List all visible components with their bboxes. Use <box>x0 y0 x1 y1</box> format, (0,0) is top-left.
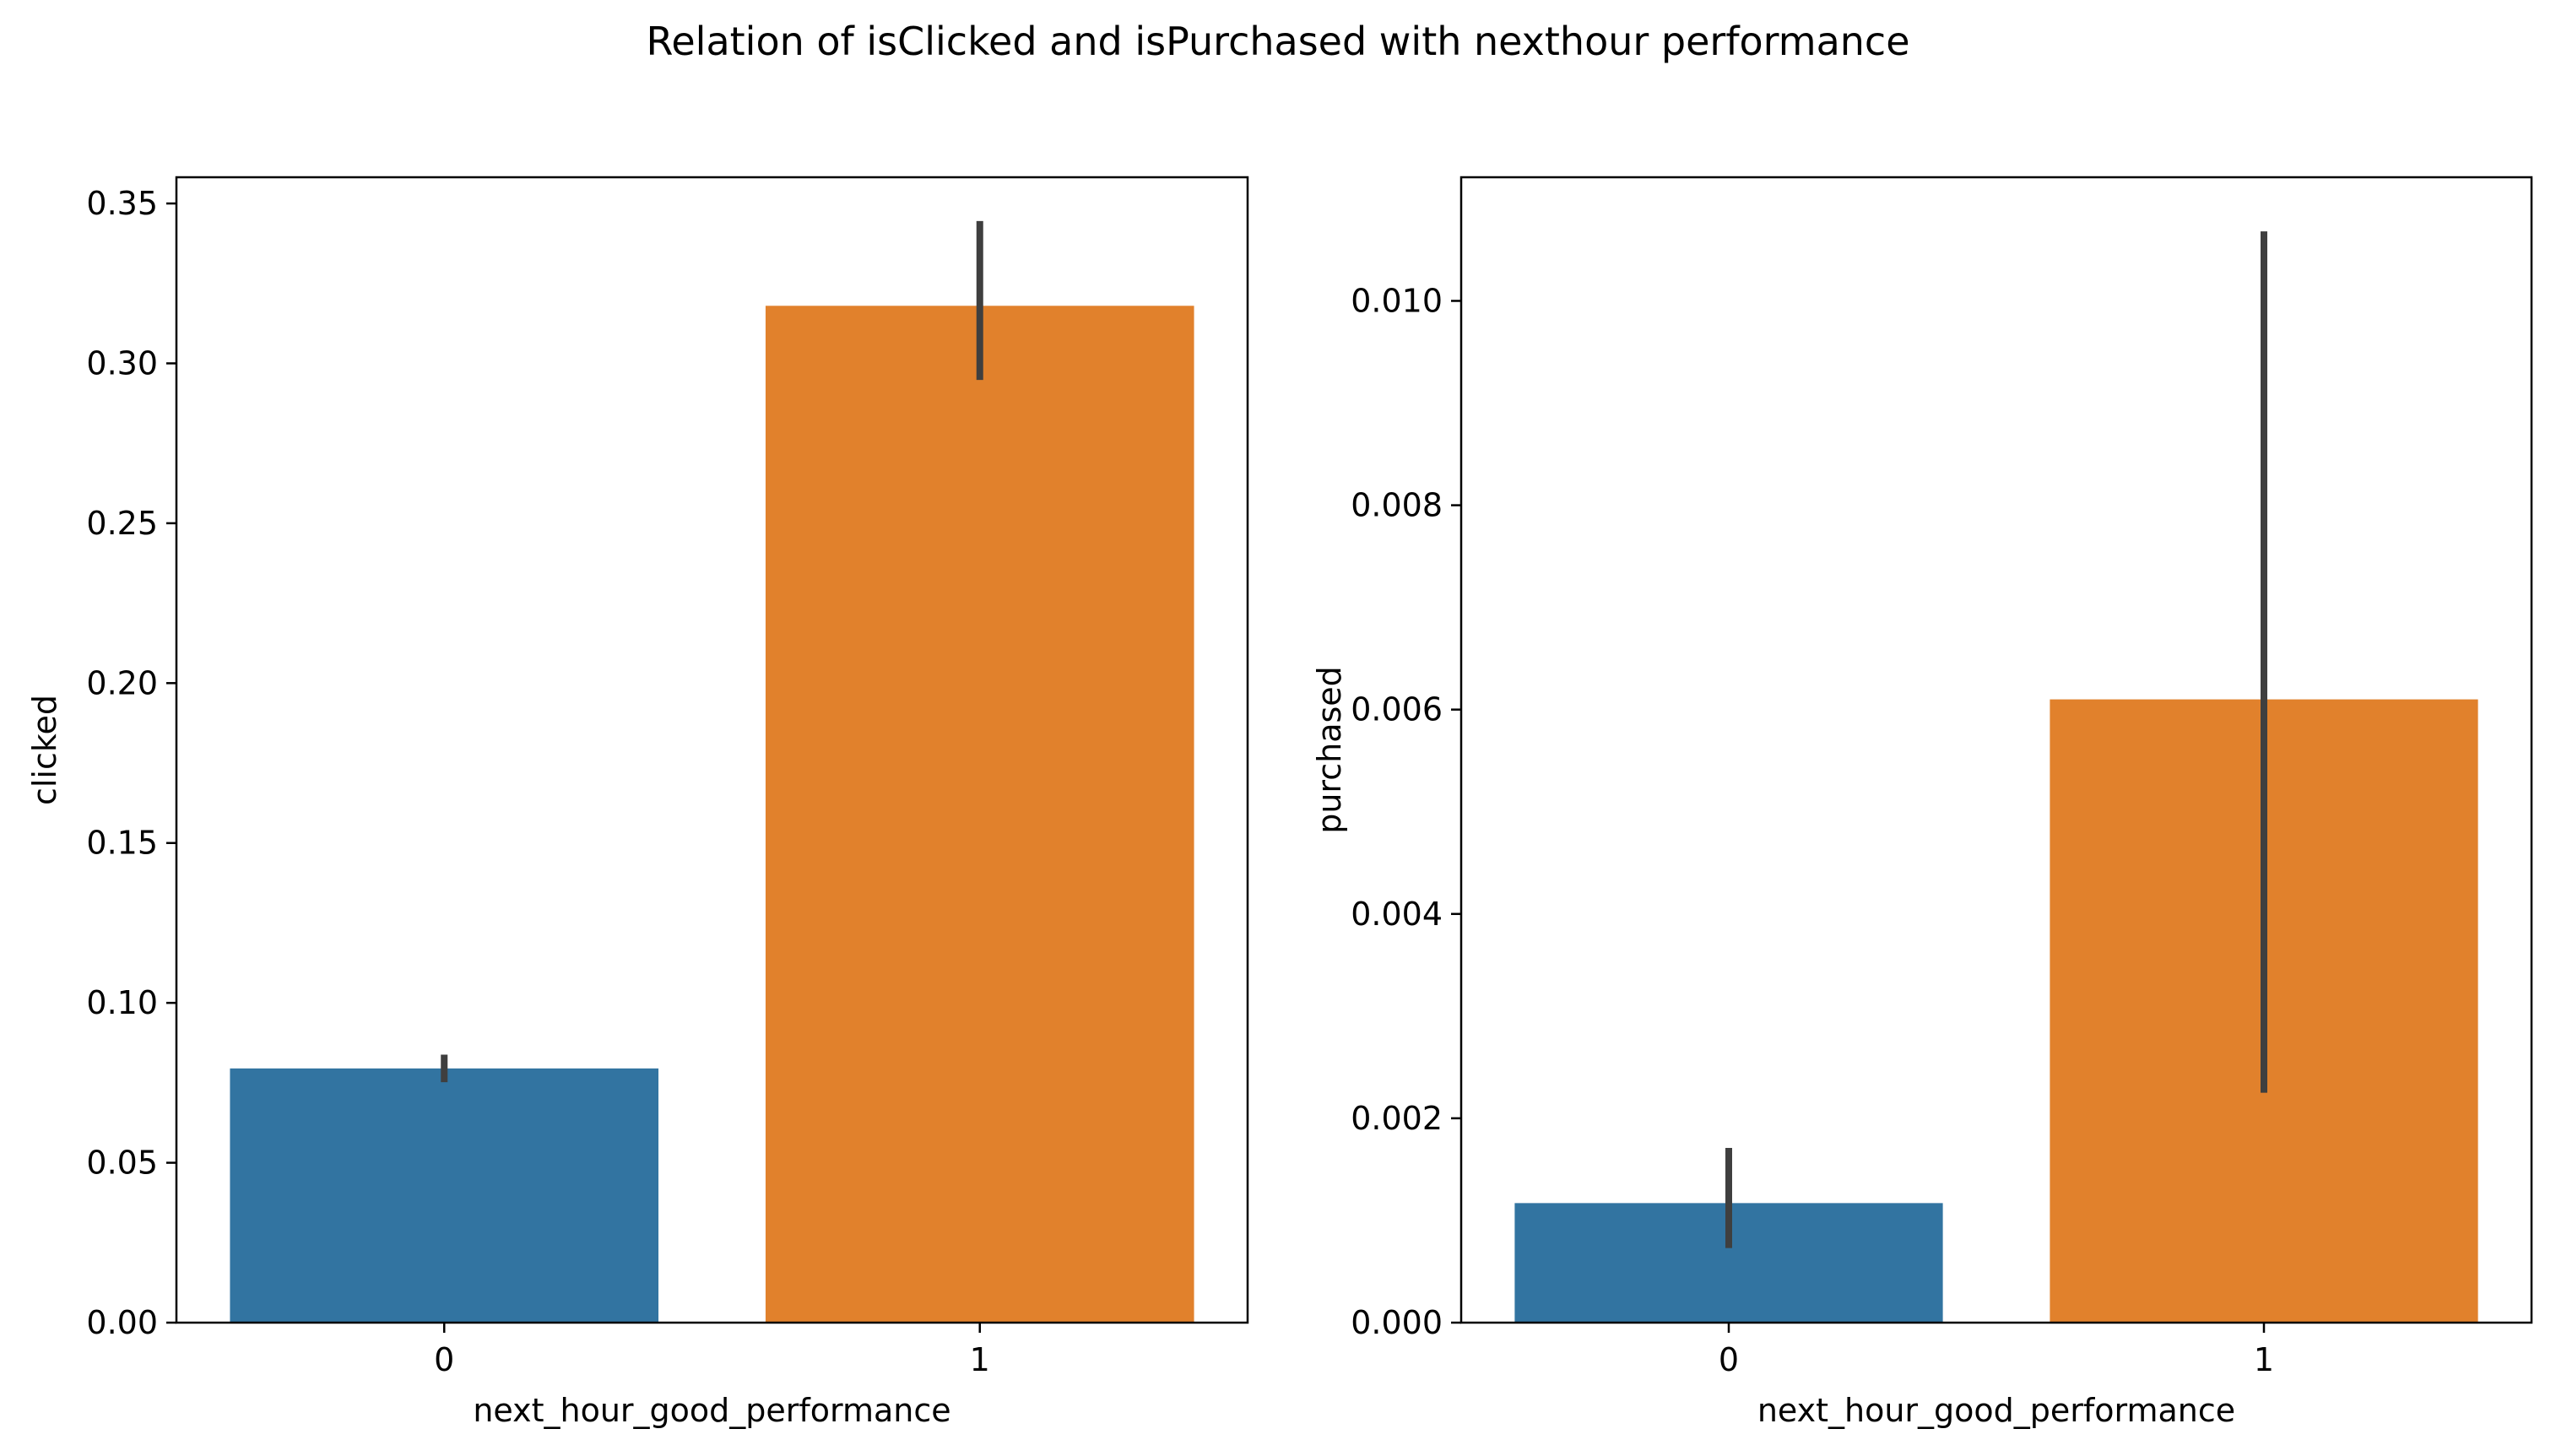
clicked-x-tick-label: 1 <box>970 1341 990 1378</box>
clicked-y-tick-label: 0.30 <box>86 344 158 382</box>
purchased-y-tick-label: 0.000 <box>1351 1304 1443 1341</box>
purchased-axes-frame <box>1459 176 2533 1324</box>
purchased-marks <box>1514 231 2478 1323</box>
clicked-y-ticks: 0.00 0.05 0.10 0.15 0.20 0.25 0.30 0.35 <box>86 185 176 1341</box>
purchased-x-axis-label: next_hour_good_performance <box>1757 1392 2235 1429</box>
clicked-bar-1 <box>765 306 1194 1323</box>
clicked-x-axis-label: next_hour_good_performance <box>473 1392 950 1429</box>
clicked-y-tick-label: 0.05 <box>86 1145 158 1182</box>
clicked-y-axis-label: clicked <box>26 695 63 805</box>
purchased-y-tick-label: 0.010 <box>1351 282 1443 319</box>
clicked-bar-0 <box>230 1068 659 1323</box>
purchased-y-axis-label: purchased <box>1311 666 1348 834</box>
purchased-y-tick-label: 0.006 <box>1351 691 1443 728</box>
purchased-x-tick-label: 1 <box>2254 1341 2274 1378</box>
purchased-y-tick-label: 0.002 <box>1351 1100 1443 1137</box>
clicked-axes-frame <box>175 176 1249 1324</box>
purchased-y-tick-label: 0.004 <box>1351 896 1443 933</box>
clicked-marks <box>230 220 1194 1323</box>
clicked-y-tick-label: 0.10 <box>86 984 158 1021</box>
figure-suptitle: Relation of isClicked and isPurchased wi… <box>646 19 1909 64</box>
purchased-y-tick-label: 0.008 <box>1351 487 1443 524</box>
purchased-x-tick-label: 0 <box>1719 1341 1739 1378</box>
clicked-y-tick-label: 0.25 <box>86 505 158 542</box>
clicked-y-tick-label: 0.15 <box>86 825 158 862</box>
clicked-x-tick-label: 0 <box>434 1341 454 1378</box>
clicked-y-tick-label: 0.35 <box>86 185 158 222</box>
clicked-y-tick-label: 0.00 <box>86 1304 158 1341</box>
clicked-y-tick-label: 0.20 <box>86 664 158 701</box>
purchased-y-ticks: 0.000 0.002 0.004 0.006 0.008 0.010 <box>1351 282 1461 1341</box>
